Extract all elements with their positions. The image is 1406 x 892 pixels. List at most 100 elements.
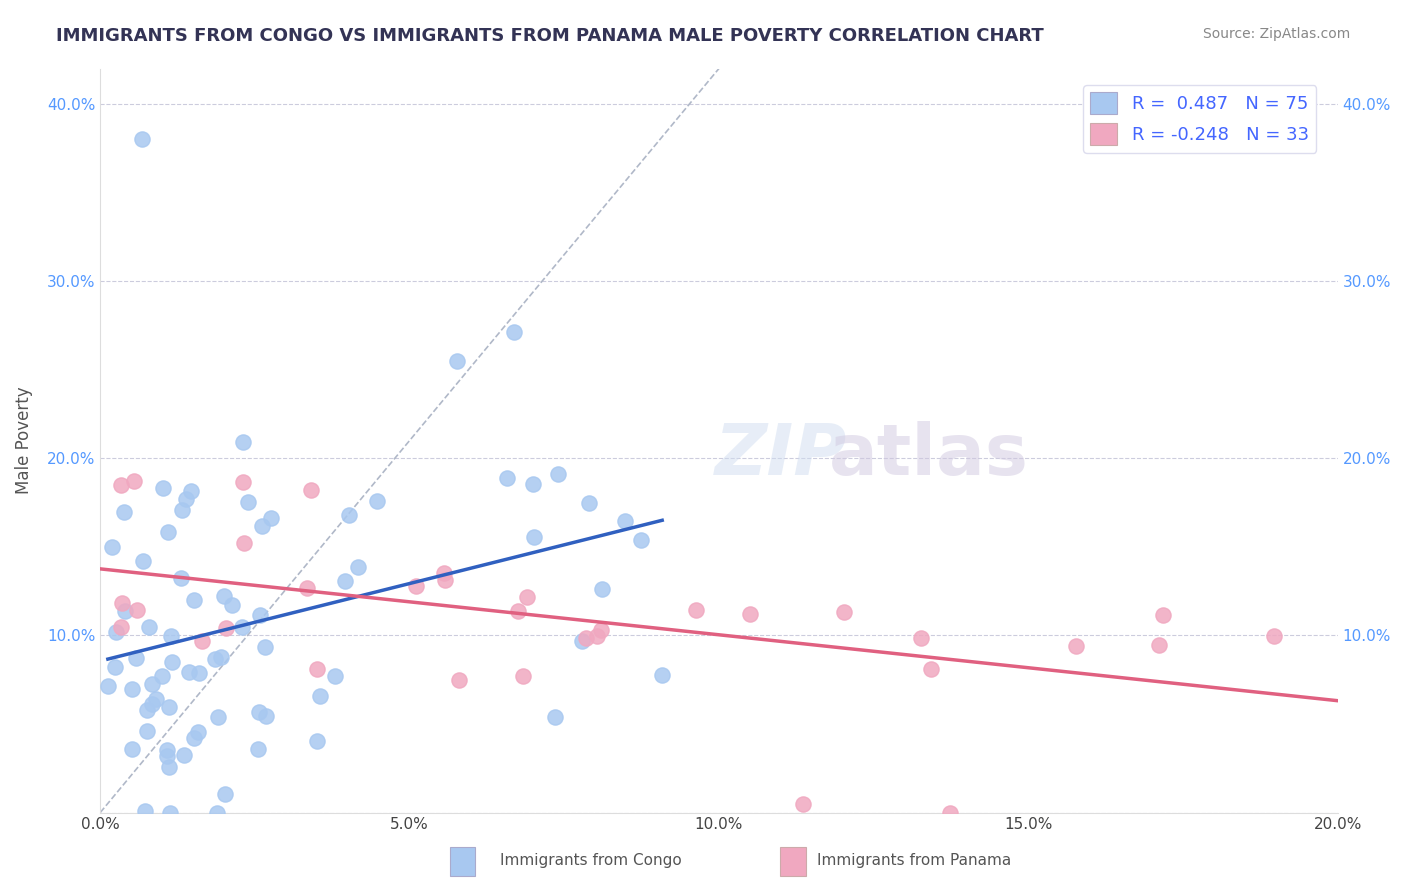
- Y-axis label: Male Poverty: Male Poverty: [15, 387, 32, 494]
- Point: [305, 734, 328, 748]
- Point: [544, 710, 567, 724]
- Point: [405, 579, 427, 593]
- Point: [173, 747, 195, 762]
- Point: [523, 530, 546, 544]
- Text: ZIP: ZIP: [714, 421, 846, 490]
- Point: [157, 524, 180, 539]
- Point: [295, 582, 318, 596]
- Point: [205, 805, 228, 820]
- Point: [832, 605, 855, 619]
- Point: [333, 574, 356, 589]
- Point: [155, 748, 177, 763]
- Point: [150, 669, 173, 683]
- Point: [132, 554, 155, 568]
- Point: [651, 668, 673, 682]
- Point: [145, 692, 167, 706]
- Point: [111, 596, 134, 610]
- Point: [613, 514, 636, 528]
- Point: [170, 503, 193, 517]
- Point: [232, 536, 254, 550]
- Point: [104, 659, 127, 673]
- Point: [127, 603, 149, 617]
- Bar: [450, 847, 475, 876]
- Bar: [780, 847, 806, 876]
- Text: IMMIGRANTS FROM CONGO VS IMMIGRANTS FROM PANAMA MALE POVERTY CORRELATION CHART: IMMIGRANTS FROM CONGO VS IMMIGRANTS FROM…: [56, 27, 1045, 45]
- Point: [260, 511, 283, 525]
- Point: [939, 805, 962, 820]
- Point: [503, 325, 526, 339]
- Legend: R =  0.487   N = 75, R = -0.248   N = 33: R = 0.487 N = 75, R = -0.248 N = 33: [1083, 85, 1316, 153]
- Point: [347, 560, 370, 574]
- Point: [571, 634, 593, 648]
- Point: [136, 723, 159, 738]
- Point: [575, 631, 598, 645]
- Point: [685, 603, 707, 617]
- Point: [254, 709, 277, 723]
- Point: [547, 467, 569, 482]
- Point: [630, 533, 652, 548]
- Point: [247, 705, 270, 719]
- Point: [323, 669, 346, 683]
- Point: [910, 631, 932, 645]
- Point: [157, 700, 180, 714]
- Point: [512, 669, 534, 683]
- Point: [125, 650, 148, 665]
- Point: [496, 470, 519, 484]
- Point: [159, 805, 181, 820]
- Point: [232, 475, 254, 490]
- Point: [134, 804, 156, 818]
- Point: [215, 621, 238, 635]
- Text: Immigrants from Panama: Immigrants from Panama: [817, 854, 1011, 868]
- Point: [105, 624, 128, 639]
- Point: [738, 607, 761, 622]
- Point: [920, 662, 942, 676]
- Point: [114, 604, 136, 618]
- Point: [585, 629, 607, 643]
- Text: Source: ZipAtlas.com: Source: ZipAtlas.com: [1202, 27, 1350, 41]
- Point: [433, 566, 456, 581]
- Point: [124, 474, 146, 488]
- Point: [177, 665, 200, 679]
- Point: [591, 582, 613, 596]
- Point: [180, 483, 202, 498]
- Point: [589, 623, 612, 637]
- Point: [170, 571, 193, 585]
- Point: [159, 630, 181, 644]
- Point: [232, 435, 254, 450]
- Point: [131, 132, 153, 146]
- Point: [447, 673, 470, 688]
- Point: [121, 742, 143, 756]
- Point: [578, 496, 600, 510]
- Point: [1263, 628, 1285, 642]
- Point: [183, 731, 205, 746]
- Point: [138, 620, 160, 634]
- Point: [204, 652, 226, 666]
- Point: [309, 690, 332, 704]
- Point: [1064, 639, 1087, 653]
- Point: [188, 665, 211, 680]
- Point: [446, 353, 468, 368]
- Point: [516, 590, 538, 604]
- Point: [506, 605, 529, 619]
- Point: [141, 677, 163, 691]
- Point: [212, 589, 235, 603]
- Point: [207, 709, 229, 723]
- Point: [792, 797, 814, 811]
- Point: [522, 477, 544, 491]
- Point: [191, 633, 214, 648]
- Point: [236, 495, 259, 509]
- Point: [152, 481, 174, 495]
- Point: [110, 477, 132, 491]
- Point: [231, 620, 253, 634]
- Point: [156, 743, 179, 757]
- Point: [112, 505, 135, 519]
- Point: [305, 662, 328, 676]
- Point: [433, 573, 456, 587]
- Point: [157, 759, 180, 773]
- Point: [187, 725, 209, 739]
- Point: [249, 608, 271, 623]
- Point: [135, 703, 157, 717]
- Point: [101, 540, 124, 554]
- Point: [214, 787, 236, 801]
- Point: [183, 593, 205, 607]
